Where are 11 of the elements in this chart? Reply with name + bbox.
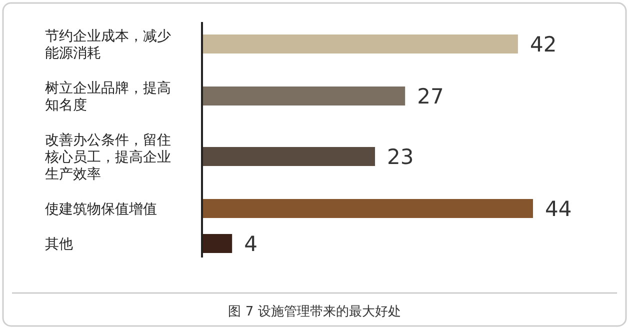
y-tick-label: 使建筑物保值增值: [45, 201, 157, 218]
data-label: 4: [244, 232, 258, 256]
data-label: 42: [530, 32, 557, 56]
y-tick-label: 其他: [45, 236, 73, 252]
y-tick-label: 节约企业成本，减少能源消耗: [45, 28, 171, 62]
data-label: 23: [387, 144, 414, 169]
y-tick-label: 改善办公条件，留住核心员工，提高企业生产效率: [44, 131, 171, 182]
text: 图 7 设施管理带来的最大好处: [228, 304, 401, 320]
data-label: 27: [417, 84, 444, 108]
data-label: 44: [545, 196, 572, 221]
y-tick-label: 树立企业品牌，提高知名度: [45, 80, 171, 114]
